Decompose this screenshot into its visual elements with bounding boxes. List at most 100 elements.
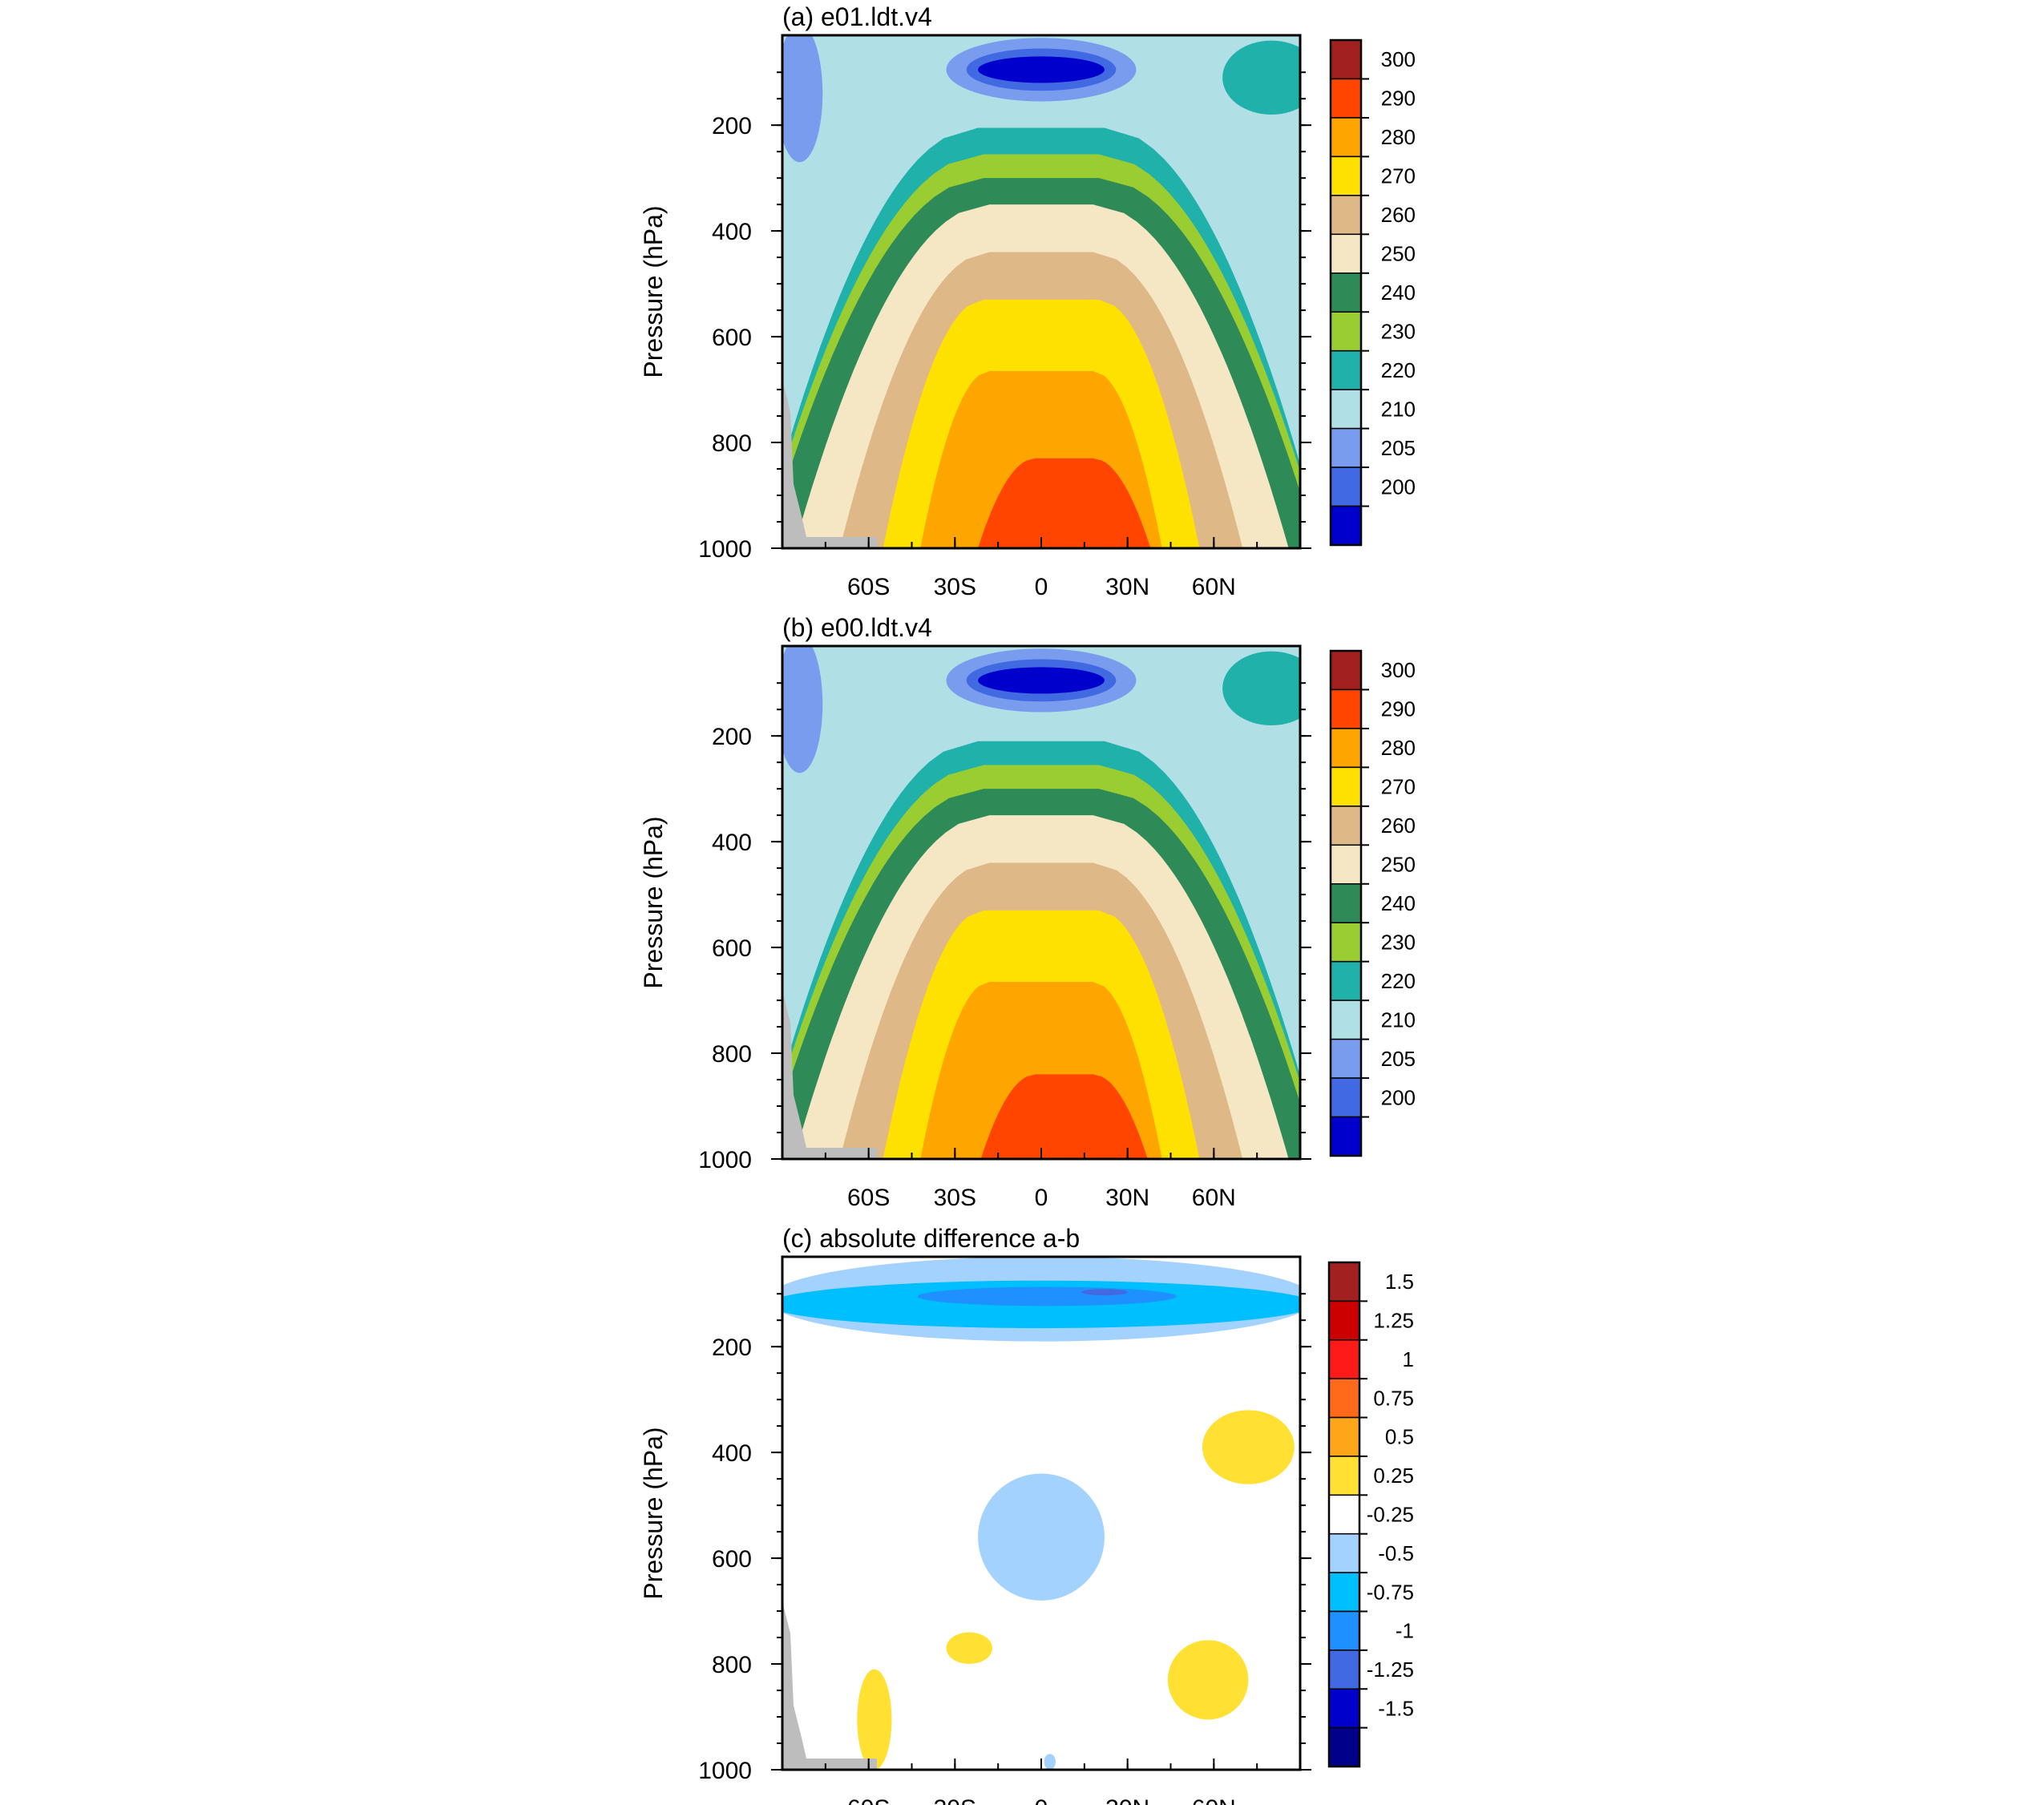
colorbar-box xyxy=(1330,650,1362,691)
colorbar-label: 210 xyxy=(1381,397,1416,421)
colorbar-label: -0.5 xyxy=(1378,1541,1414,1565)
feature--0-25-surface-speck xyxy=(1044,1754,1056,1770)
colorbar-box xyxy=(1330,78,1362,119)
feature--0-25-mid-troposphere xyxy=(978,1473,1105,1601)
colorbar-label: 280 xyxy=(1381,125,1416,149)
colorbar-box xyxy=(1330,155,1362,196)
colorbar-label: 280 xyxy=(1381,736,1416,760)
x-tick-label: 0 xyxy=(1035,1185,1048,1211)
colorbar-label: 230 xyxy=(1381,319,1416,343)
y-tick-label: 400 xyxy=(712,830,752,856)
colorbar-label: 220 xyxy=(1381,969,1416,993)
colorbar-label: 205 xyxy=(1381,1047,1416,1071)
colorbar-box xyxy=(1330,728,1362,769)
colorbar-box xyxy=(1330,999,1362,1040)
colorbar-label: 300 xyxy=(1381,658,1416,682)
x-tick-label: 30S xyxy=(934,1795,976,1805)
x-tick-label: 30S xyxy=(934,574,976,600)
colorbar-label: 0.25 xyxy=(1373,1464,1414,1488)
colorbar-box xyxy=(1330,117,1362,158)
y-tick-label: 800 xyxy=(712,430,752,457)
feature-below-200 xyxy=(978,667,1105,694)
x-tick-label: 30N xyxy=(1105,574,1149,600)
colorbar-box xyxy=(1330,806,1362,846)
colorbar-box xyxy=(1328,1456,1360,1496)
x-tick-label: 30N xyxy=(1105,1795,1149,1805)
colorbar-box xyxy=(1330,688,1362,729)
colorbar-box xyxy=(1330,960,1362,1001)
feature-0-25-SH-low xyxy=(857,1669,892,1770)
colorbar-box xyxy=(1328,1378,1360,1419)
x-tick-label: 0 xyxy=(1035,1795,1048,1805)
contour-band-290 xyxy=(978,458,1151,548)
colorbar-label: 250 xyxy=(1381,853,1416,877)
x-tick-label: 30N xyxy=(1105,1185,1149,1211)
plot-area xyxy=(782,1257,1300,1770)
colorbar-box xyxy=(1330,505,1362,546)
colorbar-box xyxy=(1330,233,1362,274)
colorbar-label: 1 xyxy=(1403,1347,1414,1371)
feature-205-SH-polar- xyxy=(782,35,823,163)
colorbar-box xyxy=(1328,1339,1360,1379)
y-axis-label: Pressure (hPa) xyxy=(639,205,668,378)
colorbar-label: 1.25 xyxy=(1373,1309,1414,1333)
x-tick-label: 60S xyxy=(847,1795,890,1805)
topography-mask xyxy=(782,380,877,548)
panel-2: 60S 30S 0 30N 60N 200 400 600 800 1000 (b) e00.ldt… xyxy=(639,613,1416,1211)
x-tick-label: 60N xyxy=(1192,574,1236,600)
colorbar-box xyxy=(1330,1116,1362,1157)
panel-title: (b) e00.ldt.v4 xyxy=(782,613,932,642)
y-tick-label: 1000 xyxy=(698,1758,752,1784)
contour-band-290 xyxy=(980,1074,1148,1159)
colorbar-frame xyxy=(1327,1261,1361,1768)
colorbar-label: 270 xyxy=(1381,164,1416,188)
colorbar-box xyxy=(1328,1688,1360,1729)
x-tick-label: 0 xyxy=(1035,574,1048,600)
colorbar-box xyxy=(1328,1726,1360,1767)
colorbar-label: 240 xyxy=(1381,281,1416,305)
feature-0-25-30S-low xyxy=(946,1632,992,1665)
colorbar-box xyxy=(1330,922,1362,963)
colorbar-box xyxy=(1330,195,1362,236)
y-tick-label: 200 xyxy=(712,113,752,139)
y-tick-label: 400 xyxy=(712,219,752,245)
colorbar-box xyxy=(1330,766,1362,807)
colorbar-frame xyxy=(1329,38,1363,547)
colorbar-box xyxy=(1330,427,1362,468)
y-tick-label: 800 xyxy=(712,1041,752,1068)
colorbar-box xyxy=(1330,389,1362,430)
colorbar-box xyxy=(1330,311,1362,352)
colorbar-label: 200 xyxy=(1381,474,1416,499)
feature--0-75-core xyxy=(917,1286,1177,1306)
y-tick-label: 1000 xyxy=(698,536,752,563)
y-tick-label: 800 xyxy=(712,1652,752,1678)
colorbar-label: 290 xyxy=(1381,697,1416,721)
x-tick-label: 30S xyxy=(934,1185,976,1211)
x-tick-label: 60N xyxy=(1192,1185,1236,1211)
colorbar-label: -1 xyxy=(1396,1619,1414,1643)
colorbar-label: 260 xyxy=(1381,203,1416,227)
colorbar-label: 210 xyxy=(1381,1007,1416,1032)
y-tick-label: 1000 xyxy=(698,1147,752,1173)
feature-0-25-NH-low xyxy=(1167,1640,1249,1720)
feature-220-NH-polar- xyxy=(1222,40,1300,115)
panel-title: (a) e01.ldt.v4 xyxy=(782,2,932,31)
colorbar-box xyxy=(1330,466,1362,507)
colorbar-label: -0.75 xyxy=(1367,1580,1414,1604)
feature-below-200 xyxy=(978,56,1105,83)
colorbar-label: 0.75 xyxy=(1373,1386,1414,1410)
y-tick-label: 400 xyxy=(712,1440,752,1467)
colorbar-label: 260 xyxy=(1381,814,1416,838)
colorbar-label: 0.5 xyxy=(1385,1425,1414,1449)
plot-area xyxy=(782,35,1300,548)
colorbar-box xyxy=(1328,1494,1360,1535)
colorbar-label: -1.25 xyxy=(1367,1658,1414,1682)
colorbar-box xyxy=(1330,1077,1362,1118)
colorbar-label: 270 xyxy=(1381,775,1416,799)
plot-area xyxy=(782,646,1300,1159)
panel-title: (c) absolute difference a-b xyxy=(782,1224,1080,1253)
y-axis-label: Pressure (hPa) xyxy=(639,1427,668,1599)
colorbar-frame xyxy=(1329,649,1363,1157)
feature-220-NH-polar- xyxy=(1222,651,1300,725)
y-tick-label: 200 xyxy=(712,1335,752,1361)
